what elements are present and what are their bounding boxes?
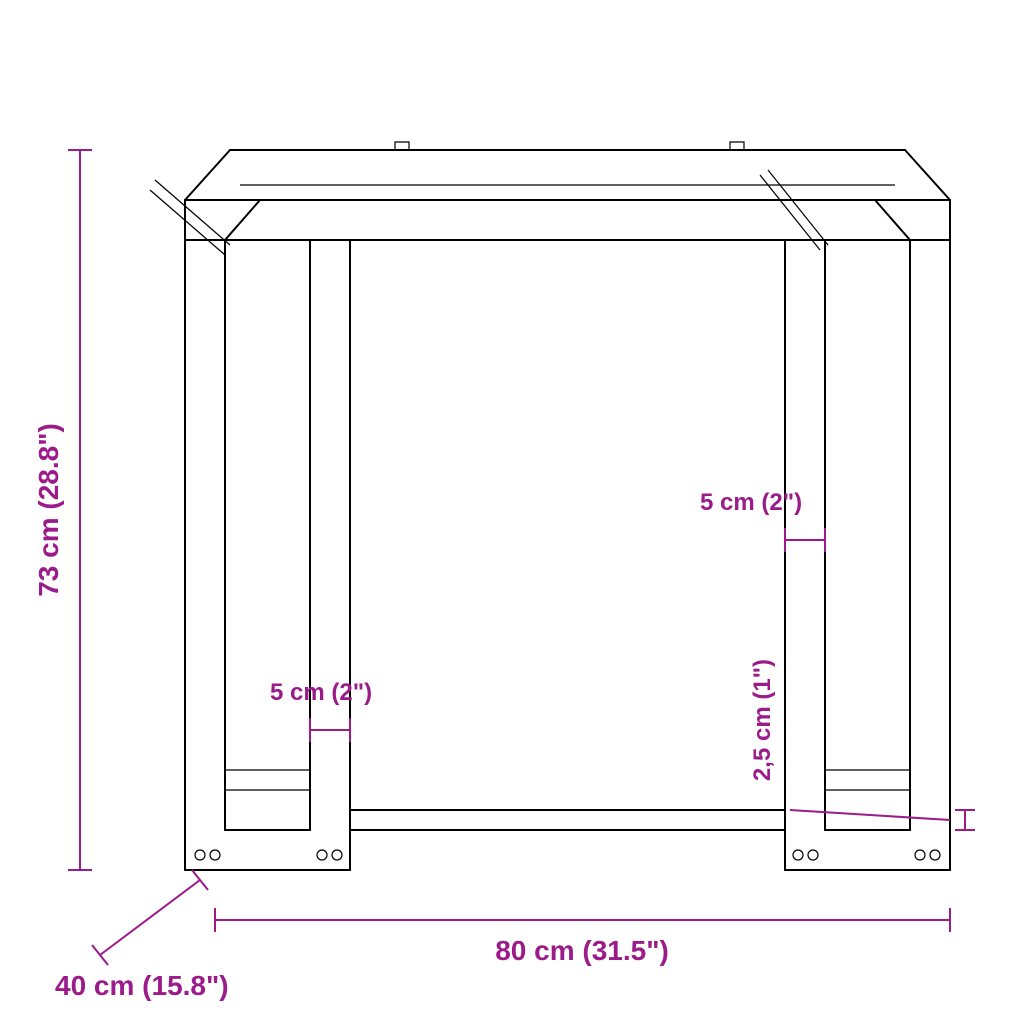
height-label: 73 cm (28.8") (33, 423, 64, 597)
width-label: 80 cm (31.5") (495, 935, 669, 966)
depth-label: 40 cm (15.8") (55, 970, 229, 1001)
dim-depth: 40 cm (15.8") (55, 870, 229, 1001)
dim-height: 73 cm (28.8") (33, 150, 92, 870)
leg-front-label: 5 cm (2") (270, 679, 372, 706)
dim-rail: 2,5 cm (1") (749, 659, 975, 830)
frame-outline (150, 142, 950, 870)
leg-back-label: 5 cm (2") (700, 489, 802, 516)
dimension-diagram: 73 cm (28.8") 40 cm (15.8") 80 cm (31.5"… (0, 0, 1024, 1024)
dim-leg-front: 5 cm (2") (270, 679, 372, 742)
dim-width: 80 cm (31.5") (215, 908, 950, 966)
dim-leg-back: 5 cm (2") (700, 489, 825, 552)
rail-label: 2,5 cm (1") (749, 659, 776, 781)
dimension-lines: 73 cm (28.8") 40 cm (15.8") 80 cm (31.5"… (33, 150, 975, 1001)
